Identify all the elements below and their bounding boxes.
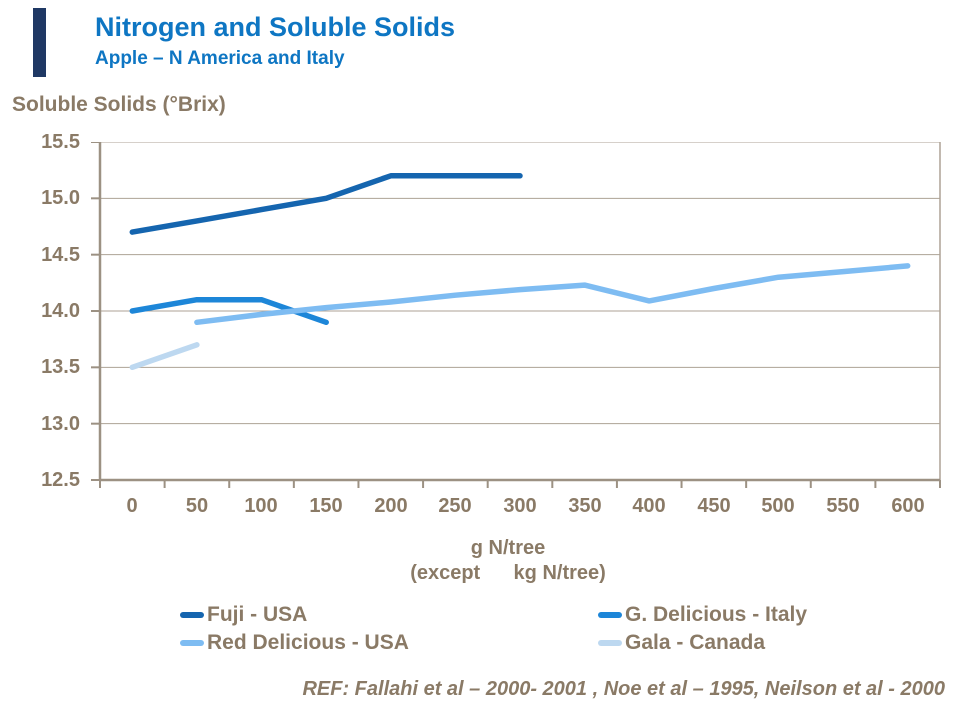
y-axis-title: Soluble Solids (°Brix) bbox=[12, 93, 226, 116]
y-axis-tick-label: 14.0 bbox=[41, 300, 80, 322]
x-axis-tick-label: 0 bbox=[126, 495, 138, 517]
y-axis-tick-label: 12.5 bbox=[41, 469, 80, 491]
legend-item-g-delicious: G. Delicious - Italy bbox=[598, 601, 807, 629]
legend-item-gala: Gala - Canada bbox=[598, 629, 765, 657]
legend-swatch-red-delicious-usa bbox=[180, 640, 204, 646]
x-axis-tick-label: 350 bbox=[568, 495, 602, 517]
x-axis-tick-label: 300 bbox=[503, 495, 537, 517]
legend-swatch-gala-canada bbox=[598, 640, 622, 646]
x-axis-tick-label: 250 bbox=[438, 495, 472, 517]
series-line-fuji-usa bbox=[129, 173, 523, 235]
y-axis-tick-label: 14.5 bbox=[41, 244, 80, 266]
x-axis-tick-label: 200 bbox=[374, 495, 408, 517]
legend-label: Fuji - USA bbox=[207, 603, 308, 626]
y-axis-tick-label: 13.0 bbox=[41, 413, 80, 435]
legend-label: Red Delicious - USA bbox=[207, 631, 409, 654]
x-axis-tick-label: 400 bbox=[632, 495, 666, 517]
x-axis-tick-label: 550 bbox=[826, 495, 860, 517]
y-axis-tick-label: 15.5 bbox=[41, 131, 80, 153]
x-axis-title: g N/tree (except kg N/tree) bbox=[308, 536, 708, 586]
x-axis-title-line1: g N/tree bbox=[470, 537, 546, 559]
legend-item-red-delicious: Red Delicious - USA bbox=[180, 629, 409, 657]
x-axis-tick-label: 600 bbox=[891, 495, 925, 517]
y-axis-tick-label: 15.0 bbox=[41, 187, 80, 209]
legend-swatch-fuji-usa bbox=[180, 612, 204, 618]
x-axis-title-line2: (except kg N/tree) bbox=[410, 562, 606, 584]
x-axis-tick-label: 450 bbox=[697, 495, 731, 517]
page-subtitle: Apple – N America and Italy bbox=[95, 48, 345, 69]
page-title: Nitrogen and Soluble Solids bbox=[95, 12, 456, 42]
x-axis-tick-label: 50 bbox=[185, 495, 209, 517]
x-axis-tick-label: 500 bbox=[761, 495, 795, 517]
legend-swatch-g-delicious-italy bbox=[598, 612, 622, 618]
x-axis-tick-label: 100 bbox=[244, 495, 278, 517]
x-axis-tick-label: 150 bbox=[309, 495, 343, 517]
line-chart bbox=[91, 142, 941, 488]
legend-item-fuji: Fuji - USA bbox=[180, 601, 307, 629]
accent-bar bbox=[33, 8, 46, 77]
y-axis-tick-label: 13.5 bbox=[41, 356, 80, 378]
legend-label: Gala - Canada bbox=[625, 631, 766, 654]
reference-text: REF: Fallahi et al – 2000- 2001 , Noe et… bbox=[302, 678, 945, 700]
legend-label: G. Delicious - Italy bbox=[625, 603, 808, 626]
series-line-red-delicious-usa bbox=[194, 263, 911, 326]
series-line-gala-canada bbox=[129, 342, 200, 371]
